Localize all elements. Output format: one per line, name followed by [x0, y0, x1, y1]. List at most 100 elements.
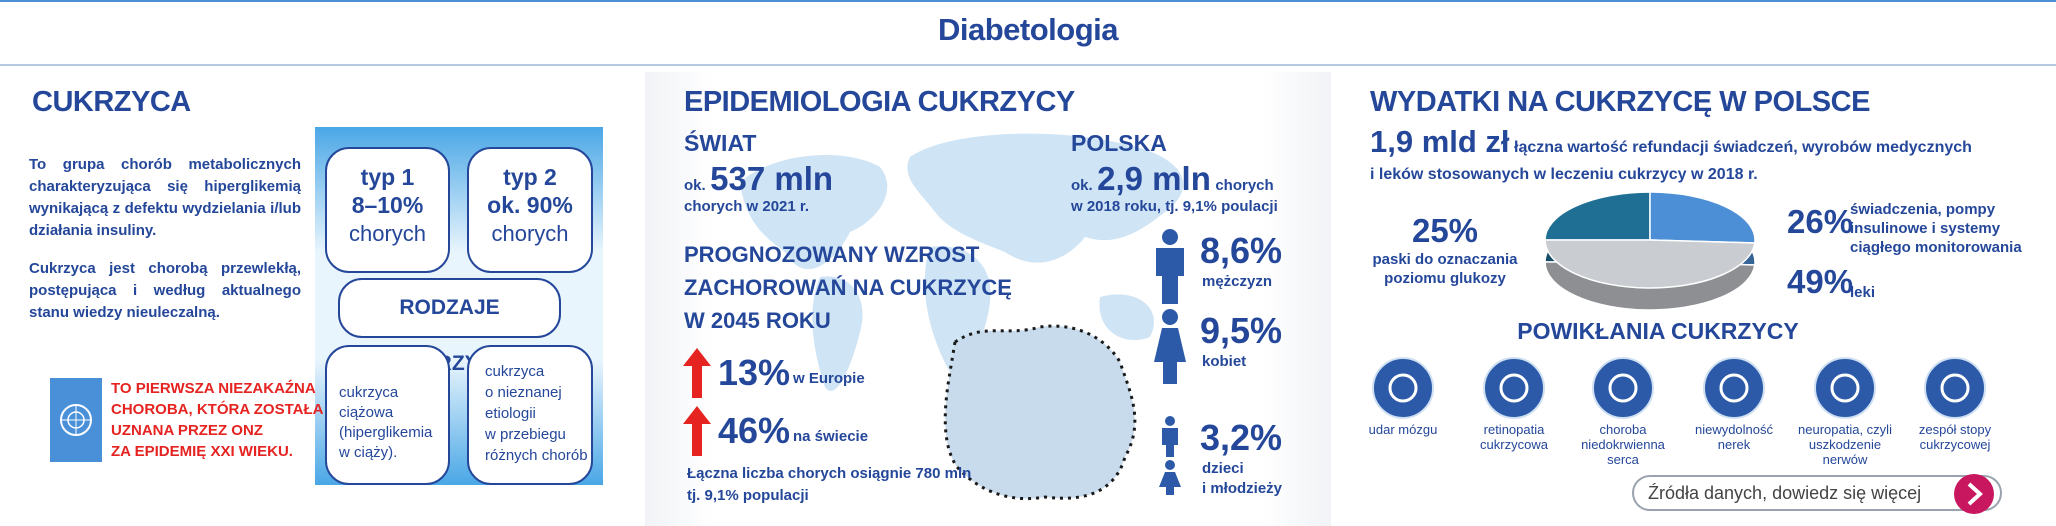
complication-label: niewydolność: [1694, 422, 1774, 437]
expense-summary: 1,9 mld zł łączna wartość refundacji świ…: [1370, 124, 1972, 160]
share-text: poziomu glukozy: [1384, 270, 1506, 287]
kind-line: cukrzyca: [485, 363, 545, 380]
kind-line: etiologii: [485, 405, 536, 422]
body: [1159, 472, 1181, 495]
type-box: typ 1 8–10% chorych: [325, 147, 450, 273]
body: [1154, 328, 1186, 384]
kind-box: cukrzyca ciążowa (hiperglikemia w ciąży)…: [325, 345, 450, 485]
complication-icon: [1703, 357, 1765, 419]
note-line: ZA EPIDEMIĘ XXI WIEKU.: [111, 443, 293, 460]
total: Łączna liczba chorych osiągnie 780 mln t…: [687, 463, 971, 507]
group-value: 9,5%: [1200, 310, 1283, 351]
forecast-line: PROGNOZOWANY WZROST: [684, 242, 980, 267]
header-rule: [0, 64, 2056, 66]
kinds-box: RODZAJE CUKRZYCY: [338, 278, 561, 375]
group-value: 3,2%: [1200, 417, 1283, 458]
region-label: ŚWIAT: [684, 130, 757, 156]
note: chorych w 2021 r.: [684, 198, 810, 215]
head: [1162, 309, 1178, 325]
group-label: kobiet: [1202, 353, 1247, 370]
suffix: chorych: [1215, 177, 1274, 194]
section-heading: EPIDEMIOLOGIA CUKRZYCY: [684, 86, 1075, 118]
un-logo: [50, 378, 102, 462]
note-line: UZNANA PRZEZ ONZ: [111, 422, 263, 439]
share-line: ciągłego monitorowania: [1850, 239, 2022, 256]
type-box: typ 2 ok. 90% chorych: [467, 147, 593, 273]
pie-slice: [1544, 239, 1756, 289]
prefix: ok.: [684, 177, 706, 194]
complication-icon: [1483, 357, 1545, 419]
group-label: mężczyzn: [1202, 273, 1273, 290]
type-label: chorych: [491, 221, 569, 246]
head: [1165, 460, 1175, 470]
complications-heading: POWIKŁANIA CUKRZYCY: [1517, 318, 1799, 344]
complication-icon: [1924, 357, 1986, 419]
complication-label: niedokrwienna: [1581, 437, 1665, 452]
share: 49%: [1787, 263, 1854, 300]
complication-icon: [1592, 357, 1654, 419]
kind-line: (hiperglikemia: [339, 424, 433, 441]
growth-value: 13%: [718, 352, 791, 393]
glyph: [1608, 373, 1638, 403]
icon-glyph: [1388, 373, 1418, 403]
total-line: Łączna liczba chorych osiągnie 780 mln: [687, 465, 972, 482]
region-label: POLSKA: [1071, 130, 1167, 156]
world-count: ok. 537 mln: [684, 160, 833, 198]
complication-label: serca: [1607, 452, 1639, 467]
sources-button[interactable]: Źródła danych, dowiedz się więcej: [1632, 474, 2002, 514]
group-label: dzieci: [1202, 460, 1244, 477]
share-text: leki: [1850, 284, 1876, 301]
complication-icon: [1372, 357, 1434, 419]
icon-glyph: [1608, 373, 1638, 403]
complication-label: zespół stopy: [1918, 422, 1992, 437]
page-title: Diabetologia: [937, 12, 1119, 47]
description: i leków stosowanych w leczeniu cukrzycy …: [1370, 166, 1758, 183]
complication-label: nerwów: [1822, 452, 1868, 467]
complication-label: retinopatia: [1483, 422, 1545, 437]
description: łączna wartość refundacji świadczeń, wyr…: [1514, 139, 1972, 156]
complication-label: cukrzycowej: [1919, 437, 1991, 452]
complication-label: cukrzycowa: [1480, 437, 1548, 452]
icon-glyph: [1830, 373, 1860, 403]
forecast-line: ZACHOROWAŃ NA CUKRZYCĘ: [684, 275, 1012, 300]
section-heading: CUKRZYCA: [32, 86, 191, 118]
type-label: chorych: [348, 221, 427, 246]
head: [1162, 229, 1178, 245]
share-line: insulinowe i systemy: [1850, 220, 2001, 237]
kind-line: różnych chorób: [485, 447, 588, 464]
kind-line: o nieznanej: [485, 384, 562, 401]
complication-label: udar mózgu: [1368, 422, 1438, 437]
share: 26%: [1787, 203, 1854, 240]
forecast-line: W 2045 ROKU: [684, 308, 831, 333]
complication-icon: [1814, 357, 1876, 419]
group-value: 8,6%: [1200, 230, 1283, 271]
body: [1162, 428, 1178, 457]
share: 25%: [1411, 212, 1479, 249]
type-name: typ 1: [360, 164, 415, 190]
type-name: typ 2: [503, 164, 557, 190]
group-label: i młodzieży: [1202, 480, 1283, 497]
icon-glyph: [1940, 373, 1970, 403]
kind-line: cukrzyca ciążowa: [339, 384, 399, 421]
share-text: paski do oznaczania: [1372, 251, 1518, 268]
person-icon: [1159, 416, 1181, 495]
note-line: CHOROBA, KTÓRA ZOSTAŁA: [111, 401, 324, 418]
map: [740, 133, 1184, 501]
body: [1156, 248, 1184, 304]
kind-box: cukrzyca o nieznanej etiologii w przebie…: [467, 345, 593, 485]
amount: 537 mln: [710, 160, 834, 197]
type-share: 8–10%: [351, 192, 424, 218]
paragraph: To grupa chorób metabolicznych charakter…: [29, 156, 301, 239]
amount: 1,9 mld zł: [1370, 124, 1510, 159]
icon-glyph: [1499, 373, 1529, 403]
share-text: świadczenia, pompy insulinowe i systemy …: [1850, 200, 2022, 257]
top-rule: [0, 0, 2056, 2]
pie-slice: [1544, 191, 1651, 241]
amount: 2,9 mln: [1097, 160, 1211, 197]
complication-label: choroba: [1599, 422, 1647, 437]
kind-line: w ciąży).: [339, 444, 398, 461]
arrow-shape: [683, 348, 711, 398]
glyph: [1388, 373, 1418, 403]
glyph: [1830, 373, 1860, 403]
